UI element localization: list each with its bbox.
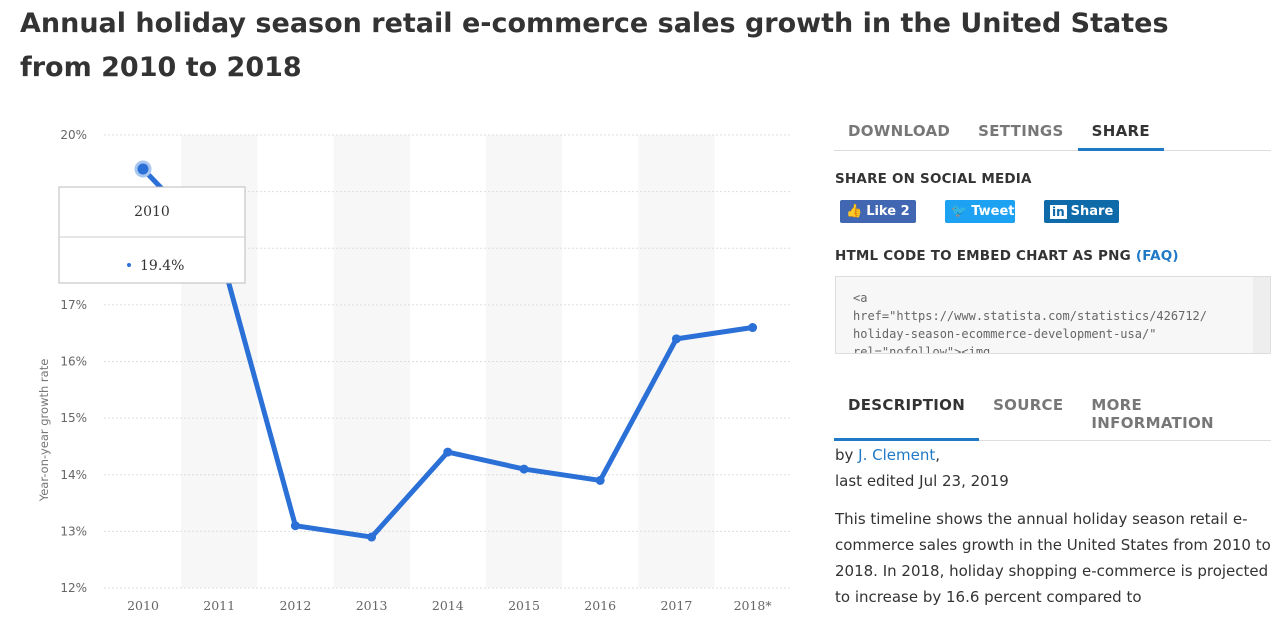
data-point[interactable] [519, 464, 529, 474]
twitter-bird-icon: 🐦 [951, 204, 968, 219]
description-text: This timeline shows the annual holiday s… [835, 510, 1271, 606]
tooltip: 2010 19.4% [58, 186, 246, 284]
y-tick-label: 15% [60, 411, 87, 425]
data-point[interactable] [595, 475, 605, 485]
line-chart: 12%13%14%15%16%17%18%19%20%2010201120122… [37, 128, 790, 613]
data-point[interactable] [367, 532, 377, 542]
x-tick-label: 2016 [584, 598, 616, 613]
share-heading: SHARE ON SOCIAL MEDIA [835, 171, 1032, 187]
embed-heading-text: HTML CODE TO EMBED CHART AS PNG [835, 248, 1131, 264]
tab-source[interactable]: SOURCE [993, 396, 1064, 414]
tab-settings[interactable]: SETTINGS [978, 122, 1064, 140]
tooltip-box [58, 186, 246, 284]
x-tick-label: 2018* [734, 598, 773, 613]
page-title: Annual holiday season retail e-commerce … [20, 8, 1169, 83]
faq-link[interactable]: (FAQ) [1135, 248, 1179, 264]
tooltip-value: 19.4% [140, 258, 184, 274]
description: by J. Clement, last edited Jul 23, 2019 … [835, 442, 1275, 610]
tweet-label: Tweet [971, 204, 1015, 219]
data-point[interactable] [134, 160, 152, 178]
linkedin-icon: in [1050, 204, 1067, 219]
x-tick-label: 2012 [279, 598, 311, 613]
y-tick-label: 14% [60, 468, 87, 482]
y-tick-label: 16% [60, 355, 87, 369]
y-tick-label: 13% [60, 524, 87, 538]
x-tick-label: 2011 [203, 598, 235, 613]
data-point[interactable] [443, 447, 453, 457]
data-point[interactable] [748, 323, 758, 333]
tab-description[interactable]: DESCRIPTION [834, 396, 980, 441]
tab-download[interactable]: DOWNLOAD [848, 122, 951, 140]
y-tick-label: 12% [60, 581, 87, 595]
tooltip-category: 2010 [134, 204, 170, 220]
data-point[interactable] [290, 521, 300, 531]
y-tick-label: 17% [60, 298, 87, 312]
embed-code: <a href="https://www.statista.com/statis… [853, 291, 1208, 354]
last-edited: last edited Jul 23, 2019 [835, 472, 1009, 490]
tab-share[interactable]: SHARE [1077, 122, 1164, 151]
tooltip-marker [127, 263, 131, 267]
x-tick-label: 2017 [660, 598, 692, 613]
info-tabs: DESCRIPTION SOURCE MORE INFORMATION [834, 396, 1271, 441]
tab-more-information[interactable]: MORE INFORMATION [1091, 396, 1214, 432]
y-tick-label: 20% [60, 128, 87, 142]
author-link[interactable]: J. Clement [858, 446, 936, 464]
tweet-button[interactable]: 🐦 Tweet [945, 200, 1015, 223]
thumbs-up-icon: 👍 [846, 204, 863, 219]
x-tick-label: 2014 [432, 598, 464, 613]
linkedin-label: Share [1070, 204, 1114, 219]
embed-code-textarea[interactable]: <a href="https://www.statista.com/statis… [835, 276, 1271, 354]
embed-heading: HTML CODE TO EMBED CHART AS PNG (FAQ) [835, 248, 1179, 264]
x-tick-label: 2015 [508, 598, 540, 613]
y-axis-label: Year-on-year growth rate [37, 359, 51, 503]
x-tick-label: 2013 [356, 598, 388, 613]
like-label: Like 2 [866, 204, 910, 219]
facebook-like-button[interactable]: 👍 Like 2 [840, 200, 916, 223]
textarea-scrollbar[interactable] [1253, 277, 1270, 353]
data-point[interactable] [671, 334, 681, 344]
x-tick-label: 2010 [127, 598, 159, 613]
share-tabs: DOWNLOAD SETTINGS SHARE [834, 122, 1271, 151]
linkedin-share-button[interactable]: in Share [1044, 200, 1120, 223]
by-label: by [835, 446, 859, 464]
